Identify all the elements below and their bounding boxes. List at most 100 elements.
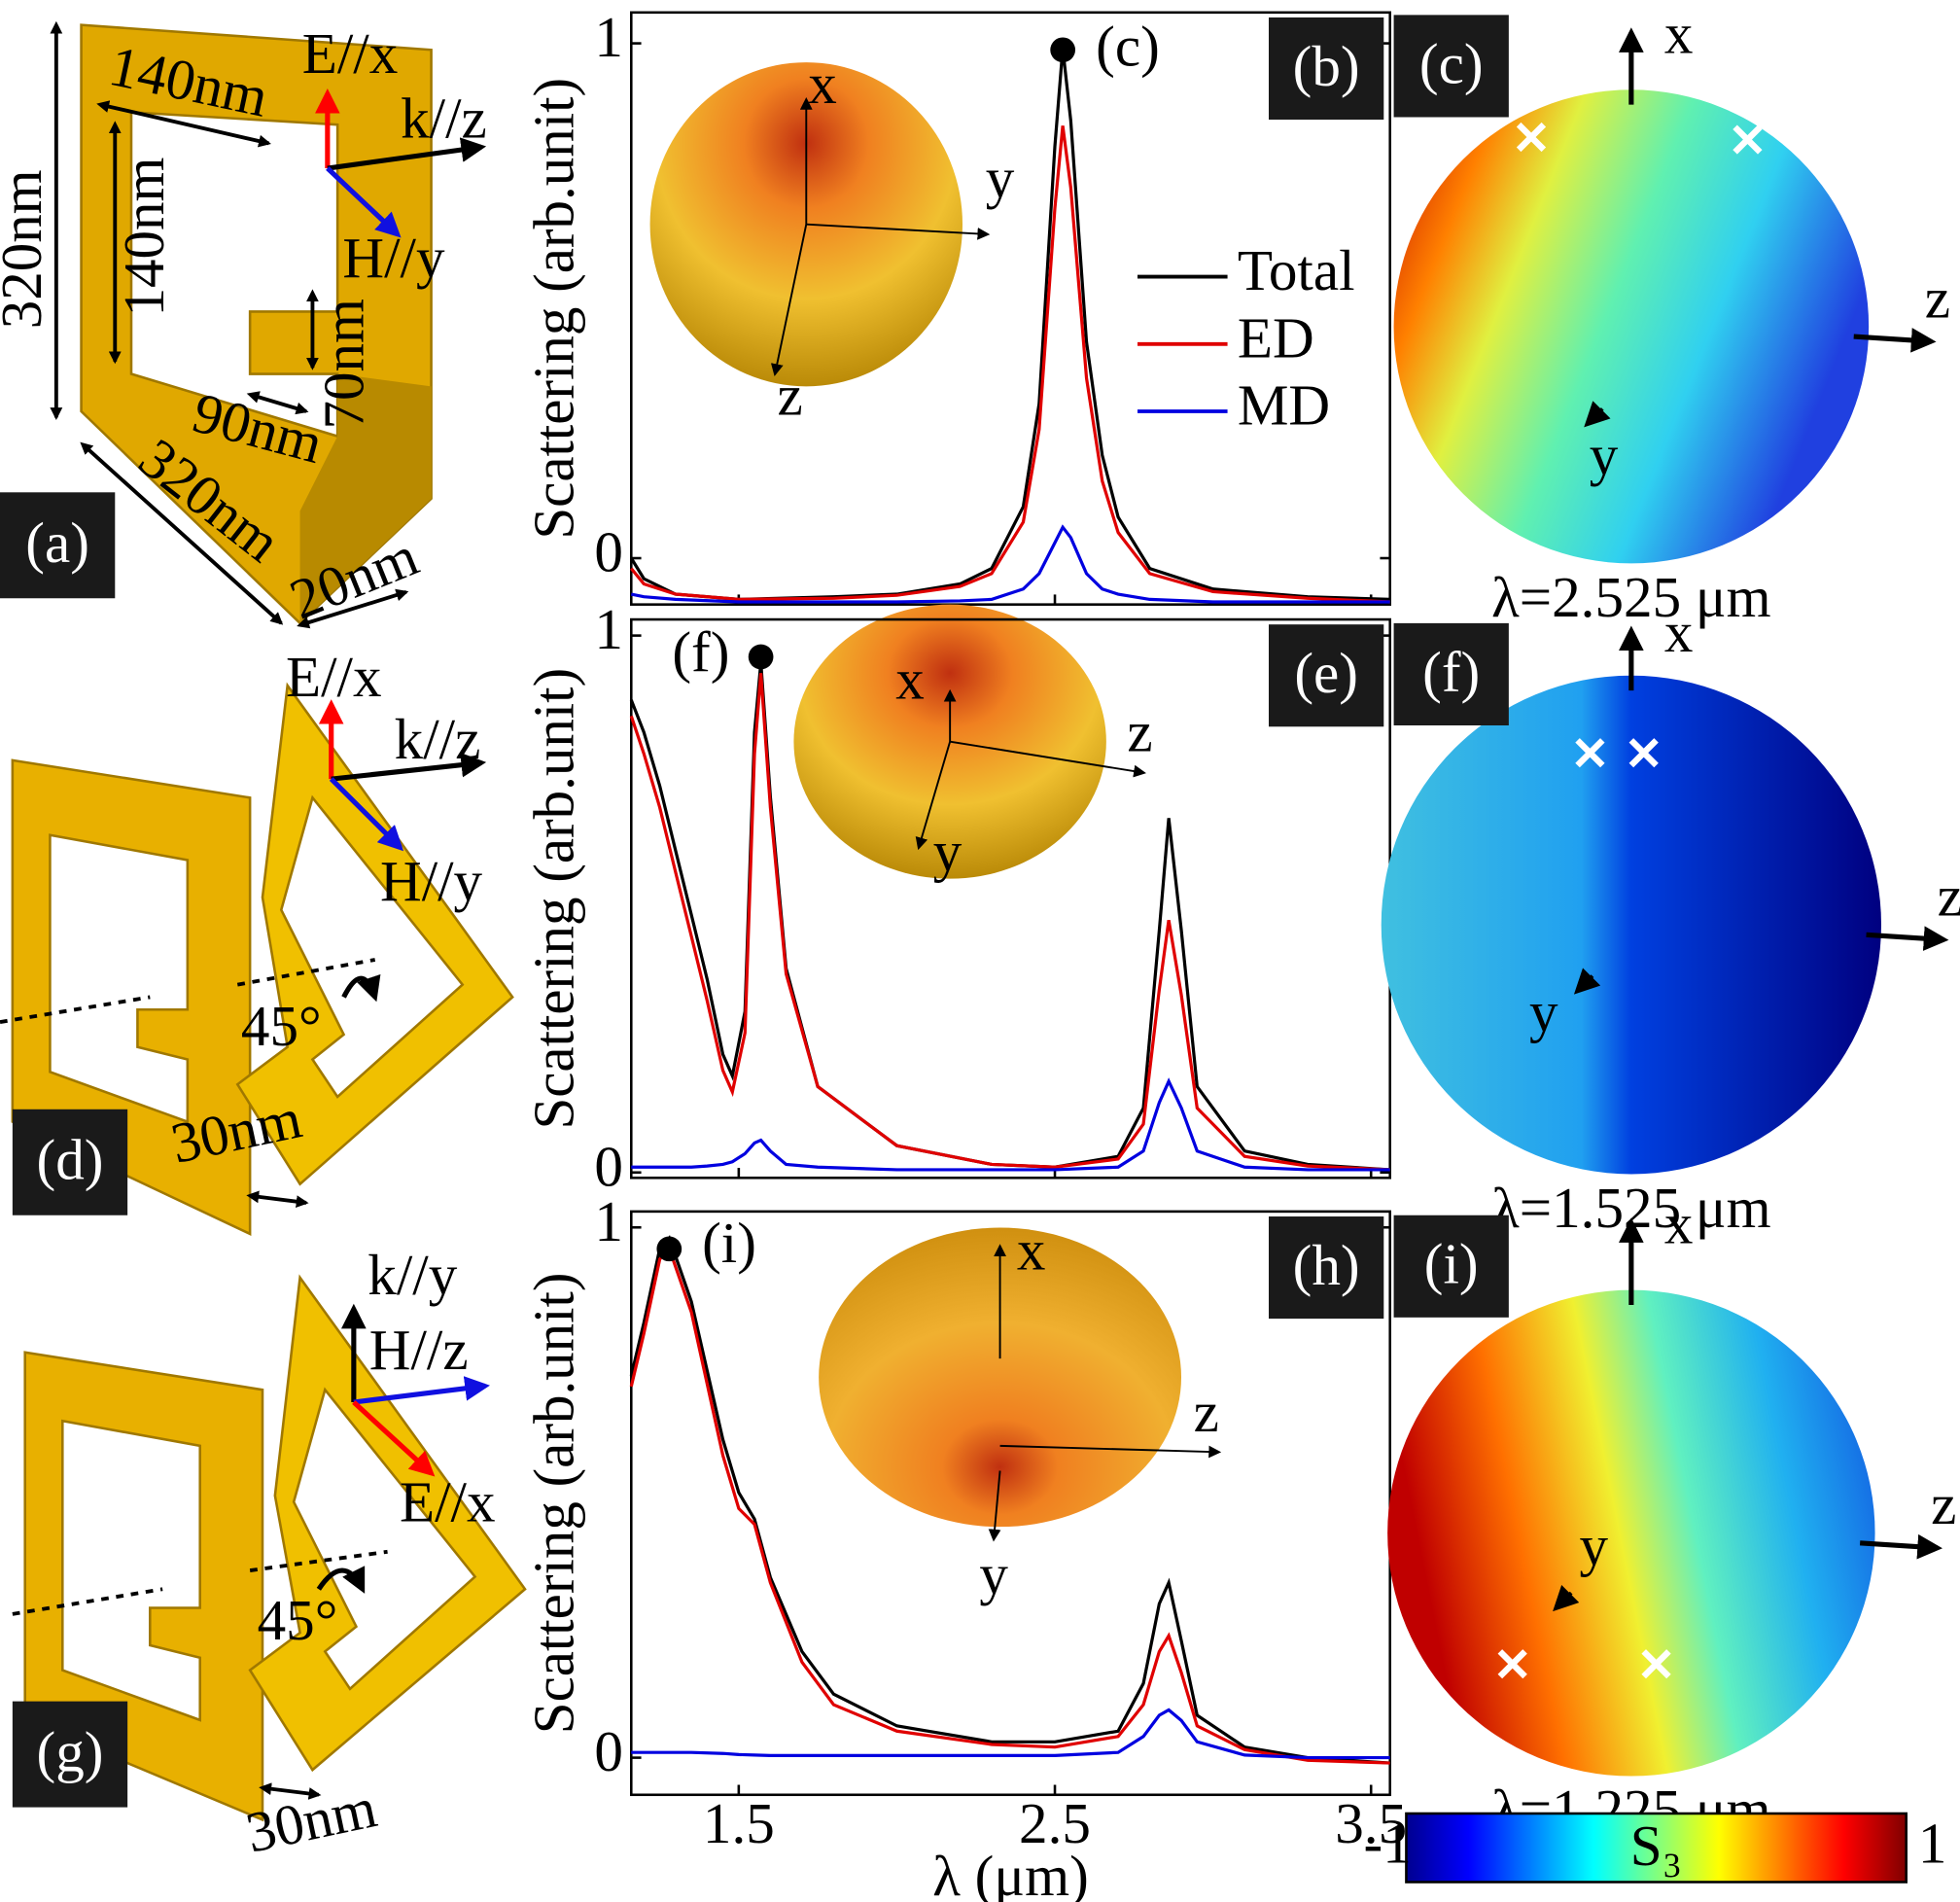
series-line: [629, 1235, 1390, 1765]
series-line: [629, 1245, 1390, 1765]
peak-marker: [1050, 37, 1076, 63]
inset-axis: [770, 224, 808, 377]
legend-label: ED: [1238, 305, 1314, 370]
map-axis-label: y: [1529, 980, 1558, 1044]
dimension-label: 140nm: [112, 158, 176, 317]
panel-label-bg: [1393, 15, 1509, 118]
structure-d-diamond: [235, 682, 514, 1186]
plot-frame: [630, 11, 1391, 606]
peak-marker: [748, 644, 774, 670]
singularity-cross: [1497, 1649, 1527, 1679]
dimension-label: 320nm: [0, 169, 53, 329]
field-label: H//y: [342, 226, 445, 290]
map-axis-label: z: [1938, 864, 1960, 929]
map-axis-label: z: [1931, 1472, 1956, 1536]
panel-label-bg: [0, 492, 116, 599]
stokes-map: [1387, 1289, 1875, 1777]
angle-label: 45°: [241, 994, 322, 1058]
y-tick-label: 0: [594, 1134, 623, 1198]
panel-label-bg: [1393, 1215, 1509, 1318]
panel-label: (f): [1422, 640, 1480, 704]
field-label: E//x: [400, 1470, 496, 1534]
y-tick-label: 1: [594, 1189, 623, 1253]
x-tick-label: 1.5: [703, 1791, 775, 1855]
series-line: [630, 125, 1390, 604]
panel-label-bg: [1269, 17, 1384, 121]
inset-axis: [806, 223, 991, 240]
wavelength-label: λ=2.525 μm: [1491, 565, 1771, 629]
inset-axis-label: y: [933, 819, 962, 883]
map-axis: [1584, 401, 1611, 428]
map-axis-label: z: [1925, 265, 1950, 330]
panel-label: (b): [1293, 34, 1360, 98]
panel-label-bg: [12, 1109, 128, 1215]
inset-axis-label: z: [1127, 699, 1152, 763]
field-label: k//z: [395, 707, 481, 771]
inset-axis-label: x: [1017, 1218, 1046, 1283]
inset-axis: [915, 741, 952, 851]
panel-label: (d): [37, 1128, 104, 1192]
panel-label: (g): [37, 1720, 104, 1784]
map-axis-label: x: [1664, 2, 1694, 66]
field-label: H//z: [369, 1318, 469, 1382]
singularity-cross: [1732, 124, 1763, 155]
series-line: [631, 1708, 1390, 1760]
panel-label: (h): [1293, 1233, 1360, 1297]
inset-axis: [949, 740, 1146, 778]
radiation-pattern: [819, 1227, 1181, 1528]
angle-label: 45°: [258, 1588, 338, 1652]
peak-label: (c): [1096, 14, 1160, 78]
colorbar-label: -1: [1364, 1812, 1412, 1876]
map-axis: [1573, 968, 1601, 995]
dimension-lines: [0, 20, 409, 1800]
y-axis-label: Scattering (arb.unit): [521, 668, 585, 1130]
colorbar-label: 1: [1918, 1812, 1947, 1876]
y-axis-label: Scattering (arb.unit): [521, 1272, 585, 1734]
field-label: E//x: [286, 645, 382, 709]
y-tick-label: 0: [594, 1719, 623, 1783]
singularity-cross: [1575, 738, 1605, 768]
panel-label: (i): [1424, 1232, 1479, 1296]
map-axis: [1866, 926, 1949, 951]
map-axis: [1553, 1584, 1580, 1612]
colorbar-title: S₃: [1630, 1814, 1683, 1878]
peak-label: (f): [672, 619, 729, 684]
legend-label: Total: [1238, 238, 1355, 302]
stokes-map: [1393, 89, 1870, 564]
panel-label: (e): [1294, 641, 1358, 705]
x-tick-label: 2.5: [1019, 1791, 1091, 1855]
series-line: [629, 673, 1390, 1172]
inset-axis-label: x: [808, 52, 837, 116]
singularity-cross: [1641, 1649, 1671, 1679]
series-line: [630, 524, 1390, 604]
field-label: k//z: [401, 87, 487, 151]
legend-label: MD: [1238, 373, 1330, 438]
inset-axis-label: y: [979, 1542, 1008, 1606]
series-line: [631, 1077, 1390, 1172]
map-axis-label: x: [1664, 1192, 1694, 1256]
map-axis-label: x: [1664, 600, 1694, 664]
y-tick-label: 1: [594, 597, 623, 661]
structure-g-diamond: [248, 1274, 527, 1773]
peak-marker: [656, 1236, 682, 1262]
panel-label-bg: [1269, 624, 1384, 727]
structure-a-side: [299, 373, 432, 623]
field-label: k//y: [368, 1243, 457, 1307]
inset-axis-label: z: [1194, 1380, 1219, 1444]
y-tick-label: 1: [594, 5, 623, 69]
singularity-cross: [1516, 122, 1547, 153]
inset-axis-label: y: [986, 146, 1015, 210]
panel-label-bg: [12, 1701, 128, 1808]
inset-axis: [988, 1470, 1001, 1542]
peak-label: (i): [702, 1211, 756, 1275]
stokes-map: [1381, 675, 1881, 1175]
inset-axis-label: x: [895, 648, 925, 712]
y-tick-label: 0: [594, 520, 623, 584]
field-label: E//x: [302, 21, 399, 86]
panel-label-bg: [1269, 1216, 1384, 1320]
structure-drawings: [0, 20, 527, 1822]
colorbar: [1405, 1812, 1908, 1884]
panel-label: (c): [1419, 31, 1484, 95]
